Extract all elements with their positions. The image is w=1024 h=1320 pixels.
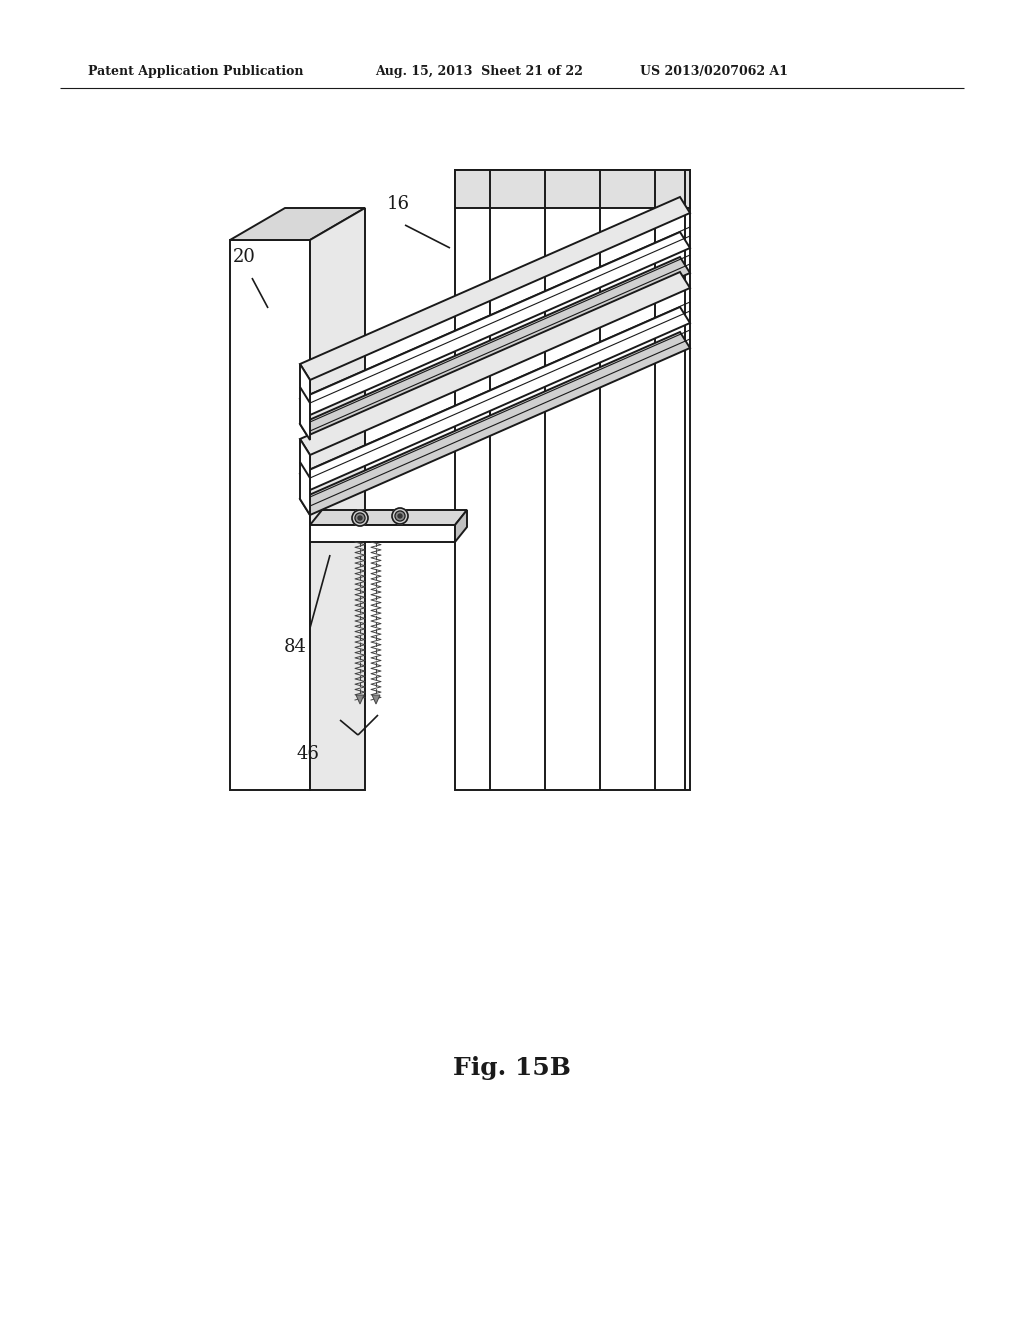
Polygon shape xyxy=(310,209,365,789)
Polygon shape xyxy=(372,696,380,704)
Circle shape xyxy=(355,513,365,523)
Text: 46: 46 xyxy=(297,744,319,763)
Polygon shape xyxy=(455,170,690,209)
Polygon shape xyxy=(300,272,690,455)
Text: 20: 20 xyxy=(232,248,255,267)
Polygon shape xyxy=(310,510,467,525)
Polygon shape xyxy=(356,696,364,704)
Text: US 2013/0207062 A1: US 2013/0207062 A1 xyxy=(640,65,788,78)
Polygon shape xyxy=(455,510,467,543)
Text: 16: 16 xyxy=(386,195,410,213)
Polygon shape xyxy=(455,170,690,789)
Polygon shape xyxy=(300,387,310,403)
Circle shape xyxy=(392,508,408,524)
Polygon shape xyxy=(300,333,690,515)
Polygon shape xyxy=(230,240,310,789)
Circle shape xyxy=(398,513,402,517)
Polygon shape xyxy=(300,308,690,490)
Polygon shape xyxy=(300,440,310,515)
Circle shape xyxy=(395,511,406,521)
Polygon shape xyxy=(300,197,690,380)
Polygon shape xyxy=(230,209,365,240)
Polygon shape xyxy=(300,257,690,440)
Polygon shape xyxy=(300,462,310,478)
Text: Fig. 15B: Fig. 15B xyxy=(453,1056,571,1080)
Polygon shape xyxy=(300,232,690,414)
Polygon shape xyxy=(300,364,310,440)
Circle shape xyxy=(352,510,368,525)
Text: Aug. 15, 2013  Sheet 21 of 22: Aug. 15, 2013 Sheet 21 of 22 xyxy=(375,65,583,78)
Polygon shape xyxy=(310,525,455,543)
Text: 84: 84 xyxy=(284,638,306,656)
Text: Patent Application Publication: Patent Application Publication xyxy=(88,65,303,78)
Circle shape xyxy=(358,516,362,520)
